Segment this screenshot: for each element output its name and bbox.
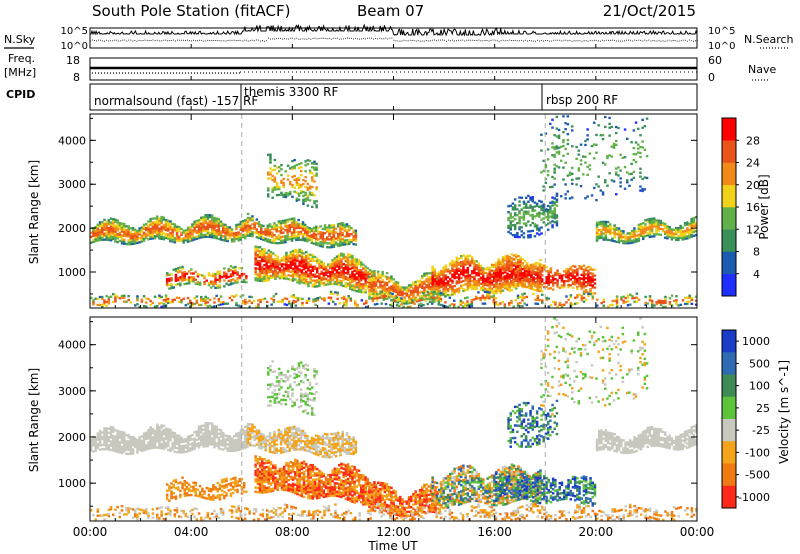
beam-label: Beam 07 bbox=[357, 2, 424, 20]
power-heatmap bbox=[90, 114, 698, 309]
noise-sky-line bbox=[90, 23, 698, 37]
velocity-ylabel: Slant Range [km] bbox=[27, 368, 41, 472]
colorbar-tick-label: 500 bbox=[749, 357, 770, 370]
colorbar-swatch bbox=[722, 273, 736, 297]
velocity-y-ticks: 1000 2000 3000 4000 bbox=[58, 321, 697, 507]
colorbar-tick-label: -1000 bbox=[738, 491, 770, 504]
velocity-heatmap bbox=[90, 317, 698, 522]
y-tick-label: 1000 bbox=[58, 477, 86, 490]
freq-right-tick-bottom: 0 bbox=[708, 71, 715, 84]
noise-sky-trace bbox=[90, 23, 698, 37]
colorbar-tick-label: -100 bbox=[745, 446, 770, 459]
freq-right-tick-top: 60 bbox=[708, 54, 722, 67]
colorbar-swatch bbox=[722, 463, 736, 487]
colorbar-tick-label: -500 bbox=[745, 469, 770, 482]
noise-left-tick-top: 10^5 bbox=[61, 26, 88, 37]
y-tick-label: 2000 bbox=[58, 431, 86, 444]
colorbar-swatch bbox=[722, 485, 736, 509]
colorbar-tick-label: 28 bbox=[746, 134, 760, 147]
colorbar-swatch bbox=[722, 352, 736, 375]
freq-left-tick-bottom: 8 bbox=[73, 71, 80, 84]
colorbar-tick-label: 25 bbox=[756, 402, 770, 415]
y-tick-label: 2000 bbox=[58, 222, 86, 235]
power-ylabel: Slant Range [km] bbox=[27, 160, 41, 264]
power-colorbar: 4 8 12 16 20 24 28 bbox=[721, 117, 760, 297]
x-axis-label: Time UT bbox=[367, 539, 418, 553]
colorbar-tick-label: 4 bbox=[753, 268, 760, 281]
colorbar-tick-label: 12 bbox=[746, 223, 760, 236]
colorbar-swatch bbox=[722, 229, 736, 252]
station-title: South Pole Station (fitACF) bbox=[92, 2, 290, 20]
y-tick-label: 4000 bbox=[58, 339, 86, 352]
colorbar-tick-label: 16 bbox=[746, 201, 760, 214]
colorbar-swatch bbox=[722, 207, 736, 230]
x-tick-label: 00:00 bbox=[73, 525, 108, 539]
x-tick-label: 08:00 bbox=[275, 525, 310, 539]
colorbar-tick-label: 20 bbox=[746, 179, 760, 192]
x-tick-label: 12:00 bbox=[376, 525, 411, 539]
colorbar-swatch bbox=[722, 184, 736, 208]
colorbar-swatch bbox=[722, 162, 736, 186]
y-tick-label: 3000 bbox=[58, 385, 86, 398]
colorbar-swatch bbox=[722, 396, 736, 420]
cpid-label: CPID bbox=[6, 88, 35, 101]
colorbar-tick-label: 1000 bbox=[742, 335, 770, 348]
freq-label: Freq. bbox=[8, 52, 35, 65]
nsearch-label: N.Search bbox=[744, 33, 794, 46]
velocity-colorbar-label: Velocity [m s^-1] bbox=[777, 360, 791, 464]
noise-right-tick-top: 10^5 bbox=[708, 26, 735, 37]
freq-left-tick-top: 18 bbox=[66, 54, 80, 67]
freq-unit-label: [MHz] bbox=[4, 66, 36, 79]
nsky-label: N.Sky bbox=[4, 33, 36, 46]
x-tick-label: 20:00 bbox=[579, 525, 614, 539]
noise-search-trace bbox=[90, 37, 698, 42]
x-tick-label: 04:00 bbox=[174, 525, 209, 539]
colorbar-swatch bbox=[722, 118, 736, 141]
y-tick-label: 4000 bbox=[58, 134, 86, 147]
velocity-colorbar: 1000 500 100 25 -25 -100 -500 -1000 bbox=[721, 329, 770, 509]
date-label: 21/Oct/2015 bbox=[603, 2, 696, 20]
colorbar-tick-label: 8 bbox=[753, 246, 760, 259]
cpid-mode-2: themis 3300 RF bbox=[244, 85, 338, 99]
y-tick-label: 3000 bbox=[58, 178, 86, 191]
colorbar-swatch bbox=[722, 251, 736, 275]
colorbar-swatch bbox=[722, 330, 736, 353]
colorbar-swatch bbox=[722, 419, 736, 442]
power-y-ticks: 1000 2000 3000 4000 bbox=[58, 117, 697, 295]
colorbar-swatch bbox=[722, 441, 736, 464]
x-tick-label: 00:00 bbox=[680, 525, 715, 539]
cpid-mode-1: normalsound (fast) -157 RF bbox=[94, 94, 258, 108]
colorbar-swatch bbox=[722, 140, 736, 163]
power-colorbar-label: Power [dB] bbox=[757, 174, 771, 239]
colorbar-tick-label: 24 bbox=[746, 157, 760, 170]
colorbar-tick-label: 100 bbox=[749, 380, 770, 393]
time-axis-ticks: 00:00 04:00 08:00 12:00 16:00 20:00 00:00 bbox=[73, 44, 715, 539]
y-tick-label: 1000 bbox=[58, 266, 86, 279]
x-tick-label: 16:00 bbox=[477, 525, 512, 539]
colorbar-tick-label: -25 bbox=[752, 424, 770, 437]
noise-right-tick-bottom: 10^0 bbox=[708, 41, 735, 52]
colorbar-swatch bbox=[722, 374, 736, 398]
noise-left-tick-bottom: 10^0 bbox=[61, 41, 88, 52]
noise-search-line bbox=[90, 37, 698, 42]
nave-label: Nave bbox=[748, 63, 776, 76]
cpid-mode-3: rbsp 200 RF bbox=[546, 93, 618, 107]
